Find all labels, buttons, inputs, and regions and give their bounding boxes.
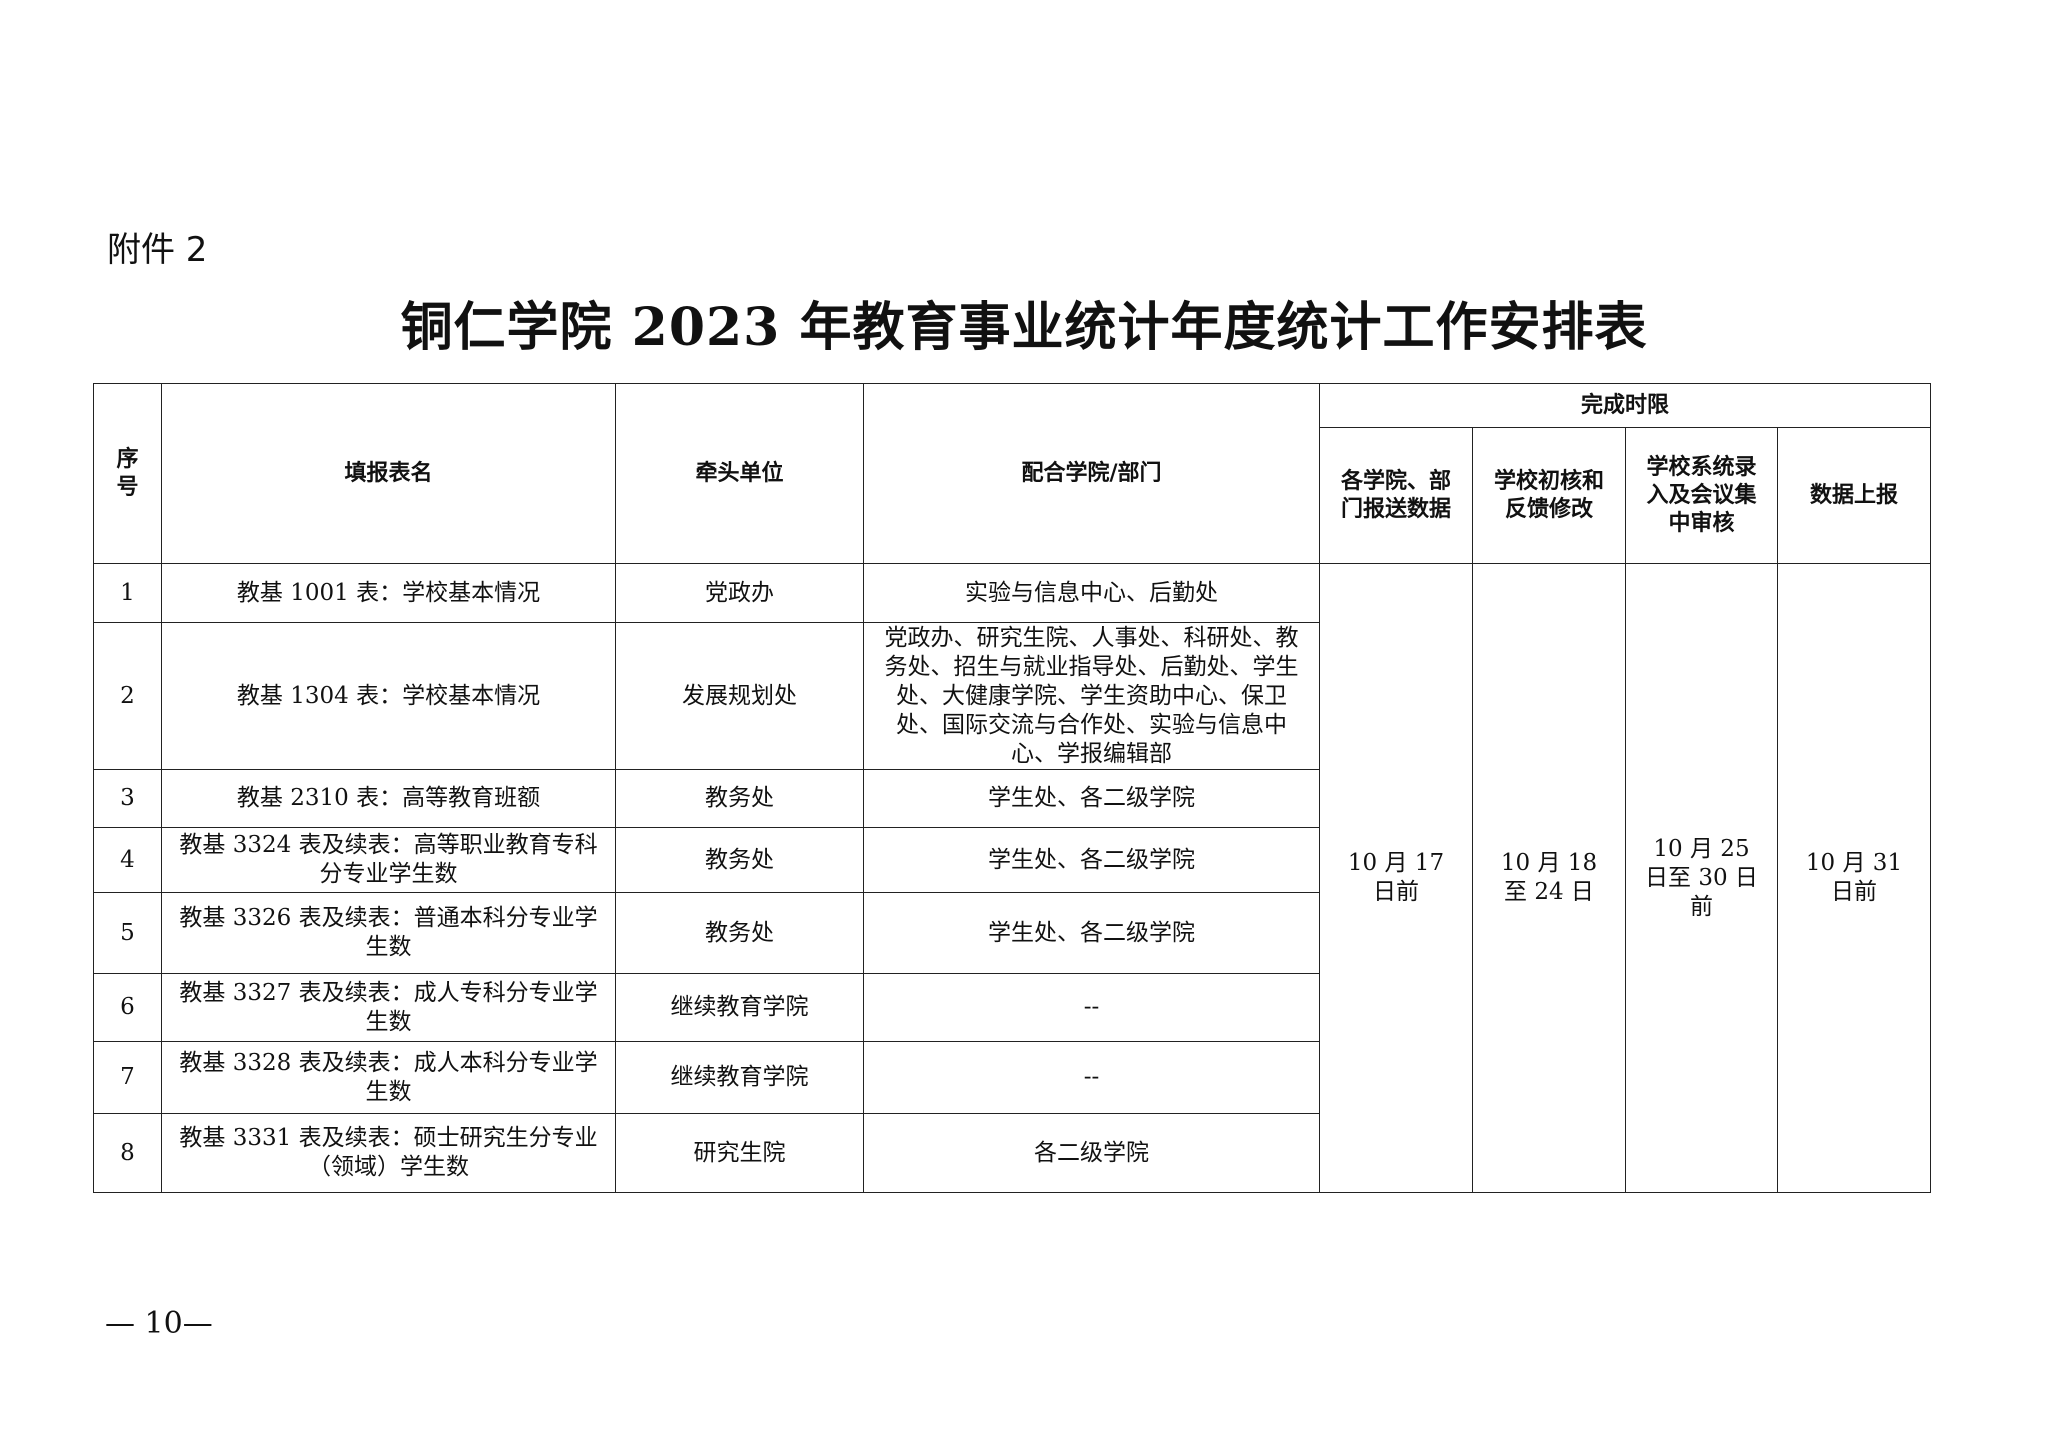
cell-coop: 学生处、各二级学院 <box>863 892 1320 974</box>
cell-deadline-d4: 10 月 31 日前 <box>1776 563 1932 1193</box>
cell-lead: 教务处 <box>615 892 864 974</box>
cell-form: 教基 2310 表：高等教育班额 <box>161 769 616 828</box>
cell-lead: 继续教育学院 <box>615 973 864 1042</box>
table-row: 5 教基 3326 表及续表：普通本科分专业学生数 教务处 学生处、各二级学院 <box>93 892 1931 974</box>
cell-form: 教基 3327 表及续表：成人专科分专业学生数 <box>161 973 616 1042</box>
table-row: 1 教基 1001 表：学校基本情况 党政办 实验与信息中心、后勤处 10 月 … <box>93 563 1932 1193</box>
cell-form: 教基 3328 表及续表：成人本科分专业学生数 <box>161 1041 616 1114</box>
header-d3: 学校系统录入及会议集中审核 <box>1625 427 1778 564</box>
cell-form: 教基 1304 表：学校基本情况 <box>161 622 616 770</box>
header-coop: 配合学院/部门 <box>863 383 1320 564</box>
cell-form: 教基 1001 表：学校基本情况 <box>161 563 616 623</box>
cell-seq: 2 <box>93 622 162 770</box>
cell-coop: 学生处、各二级学院 <box>863 827 1320 893</box>
page-number: — 10— <box>105 1306 213 1341</box>
cell-form: 教基 3324 表及续表：高等职业教育专科分专业学生数 <box>161 827 616 893</box>
table-row: 6 教基 3327 表及续表：成人专科分专业学生数 继续教育学院 -- <box>93 973 1931 1042</box>
cell-lead: 党政办 <box>615 563 864 623</box>
table-row: 4 教基 3324 表及续表：高等职业教育专科分专业学生数 教务处 学生处、各二… <box>93 827 1931 893</box>
cell-coop: 学生处、各二级学院 <box>863 769 1320 828</box>
header-seq: 序号 <box>93 383 162 564</box>
page-title: 铜仁学院 2023 年教育事业统计年度统计工作安排表 <box>400 297 1648 358</box>
cell-coop: 实验与信息中心、后勤处 <box>863 563 1320 623</box>
cell-lead: 研究生院 <box>615 1113 864 1193</box>
table-row: 7 教基 3328 表及续表：成人本科分专业学生数 继续教育学院 -- <box>93 1041 1931 1114</box>
table-row: 2 教基 1304 表：学校基本情况 发展规划处 党政办、研究生院、人事处、科研… <box>93 622 1931 770</box>
cell-coop: 各二级学院 <box>863 1113 1320 1193</box>
header-deadline-group: 完成时限 <box>1318 383 1932 428</box>
cell-lead: 发展规划处 <box>615 622 864 770</box>
cell-deadline-d2: 10 月 18 至 24 日 <box>1472 563 1626 1193</box>
header-lead: 牵头单位 <box>615 383 864 564</box>
cell-lead: 教务处 <box>615 827 864 893</box>
schedule-table: 序号 填报表名 牵头单位 配合学院/部门 完成时限 各学院、部门报送数据 学校初… <box>93 383 1932 1193</box>
cell-coop: -- <box>863 973 1320 1042</box>
cell-seq: 8 <box>93 1113 162 1193</box>
header-d2: 学校初核和反馈修改 <box>1472 427 1626 564</box>
cell-seq: 3 <box>93 769 162 828</box>
cell-form: 教基 3331 表及续表：硕士研究生分专业（领域）学生数 <box>161 1113 616 1193</box>
header-d1: 各学院、部门报送数据 <box>1319 427 1473 564</box>
cell-coop: 党政办、研究生院、人事处、科研处、教务处、招生与就业指导处、后勤处、学生处、大健… <box>863 622 1320 770</box>
header-form: 填报表名 <box>161 383 616 564</box>
cell-lead: 教务处 <box>615 769 864 828</box>
cell-lead: 继续教育学院 <box>615 1041 864 1114</box>
cell-form: 教基 3326 表及续表：普通本科分专业学生数 <box>161 892 616 974</box>
cell-deadline-d1: 10 月 17 日前 <box>1319 563 1473 1193</box>
cell-coop: -- <box>863 1041 1320 1114</box>
cell-seq: 7 <box>93 1041 162 1114</box>
cell-deadline-d3: 10 月 25 日至 30 日前 <box>1625 563 1778 1193</box>
cell-seq: 5 <box>93 892 162 974</box>
cell-seq: 1 <box>93 563 162 623</box>
cell-seq: 6 <box>93 973 162 1042</box>
cell-seq: 4 <box>93 827 162 893</box>
table-row: 8 教基 3331 表及续表：硕士研究生分专业（领域）学生数 研究生院 各二级学… <box>93 1113 1931 1193</box>
attachment-label: 附件 2 <box>107 230 208 270</box>
header-d4: 数据上报 <box>1776 427 1932 564</box>
